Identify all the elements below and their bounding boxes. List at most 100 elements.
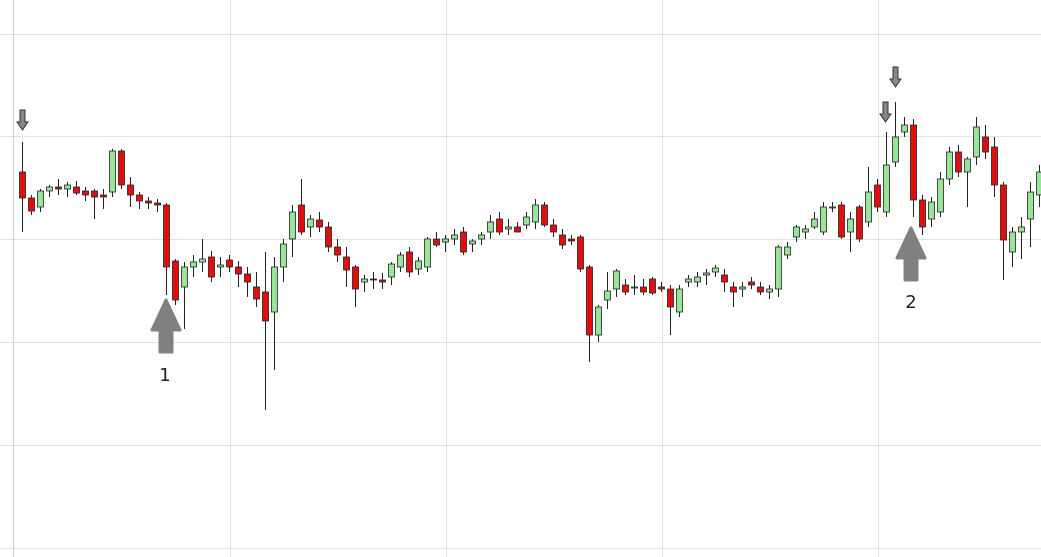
candle-body bbox=[739, 286, 746, 290]
candle-body bbox=[910, 124, 917, 201]
candle-body bbox=[874, 184, 881, 208]
candle-body bbox=[280, 243, 287, 268]
candle-body bbox=[1027, 191, 1034, 220]
candle-body bbox=[163, 204, 170, 268]
candle-body bbox=[928, 201, 935, 220]
candle-body bbox=[622, 284, 629, 293]
candle-body bbox=[451, 234, 458, 240]
candle-body bbox=[352, 266, 359, 290]
candle-body bbox=[136, 194, 143, 202]
candle-body bbox=[577, 236, 584, 270]
candle-body bbox=[82, 190, 89, 196]
down-arrow bbox=[889, 66, 902, 88]
candle-body bbox=[28, 197, 35, 212]
candle-body bbox=[856, 206, 863, 240]
candle-body bbox=[181, 266, 188, 288]
candle-body bbox=[226, 259, 233, 268]
candle-body bbox=[775, 246, 782, 290]
candle-body bbox=[892, 136, 899, 163]
candle-body bbox=[937, 178, 944, 213]
candle-body bbox=[460, 231, 467, 253]
candle-body bbox=[289, 211, 296, 240]
candle-body bbox=[199, 258, 206, 263]
candle-body bbox=[100, 194, 107, 198]
candle-body bbox=[667, 288, 674, 308]
candle-body bbox=[487, 221, 494, 233]
candle-body bbox=[649, 278, 656, 294]
candle-body bbox=[658, 286, 665, 290]
candle-body bbox=[361, 278, 368, 283]
candle-body bbox=[802, 228, 809, 233]
candle-body bbox=[901, 124, 908, 133]
candle-body bbox=[730, 286, 737, 293]
candle-body bbox=[406, 251, 413, 273]
candle-body bbox=[217, 264, 224, 268]
candle-body bbox=[1018, 226, 1025, 233]
candle-body bbox=[973, 126, 980, 158]
candle-body bbox=[442, 238, 449, 243]
candle-body bbox=[694, 276, 701, 283]
candle-body bbox=[469, 240, 476, 245]
candle-body bbox=[712, 267, 719, 273]
down-arrow bbox=[879, 101, 892, 123]
candle-body bbox=[865, 191, 872, 223]
candle-body bbox=[784, 246, 791, 256]
candle-body bbox=[559, 234, 566, 246]
candle-body bbox=[55, 186, 62, 190]
candle-body bbox=[424, 238, 431, 268]
candle-body bbox=[883, 164, 890, 213]
candle-body bbox=[244, 273, 251, 283]
candle-body bbox=[496, 218, 503, 233]
candle-body bbox=[613, 270, 620, 290]
candle-body bbox=[433, 238, 440, 246]
annotation: 1 bbox=[159, 365, 170, 386]
candle-body bbox=[964, 158, 971, 173]
candle-body bbox=[595, 306, 602, 336]
candle-body bbox=[955, 151, 962, 173]
candle-body bbox=[307, 218, 314, 228]
candle-body bbox=[919, 199, 926, 228]
candle-body bbox=[676, 288, 683, 313]
candle-body bbox=[271, 266, 278, 313]
candle-body bbox=[946, 151, 953, 180]
candle-body bbox=[829, 206, 836, 209]
candle-body bbox=[118, 150, 125, 186]
candle-body bbox=[541, 204, 548, 226]
candle-body bbox=[370, 278, 377, 281]
candle-body bbox=[568, 238, 575, 242]
candle-body bbox=[604, 290, 611, 301]
candle-body bbox=[838, 204, 845, 238]
candle-body bbox=[145, 200, 152, 204]
candle-body bbox=[505, 226, 512, 230]
candle-body bbox=[811, 218, 818, 228]
down-arrow bbox=[16, 109, 29, 131]
candle-body bbox=[586, 266, 593, 336]
candle-body bbox=[37, 190, 44, 208]
candle-body bbox=[793, 226, 800, 238]
candle-body bbox=[154, 202, 161, 206]
candle-body bbox=[415, 260, 422, 270]
candle-body bbox=[190, 261, 197, 268]
candle-body bbox=[721, 274, 728, 283]
candle-body bbox=[73, 186, 80, 194]
annotation: 2 bbox=[905, 292, 916, 313]
signal-arrow bbox=[895, 226, 927, 282]
candle-body bbox=[991, 146, 998, 186]
candle-body bbox=[235, 266, 242, 275]
candle-body bbox=[388, 263, 395, 278]
candle-body bbox=[1009, 231, 1016, 253]
candle-body bbox=[397, 254, 404, 268]
candle-body bbox=[514, 226, 521, 233]
candle-body bbox=[334, 246, 341, 256]
candle-body bbox=[523, 216, 530, 226]
candle-body bbox=[703, 272, 710, 276]
candle-body bbox=[631, 286, 638, 289]
candle-body bbox=[64, 184, 71, 190]
candle-body bbox=[748, 281, 755, 286]
candle-body bbox=[757, 286, 764, 293]
candle-body bbox=[1036, 171, 1041, 196]
candle-body bbox=[640, 286, 647, 293]
